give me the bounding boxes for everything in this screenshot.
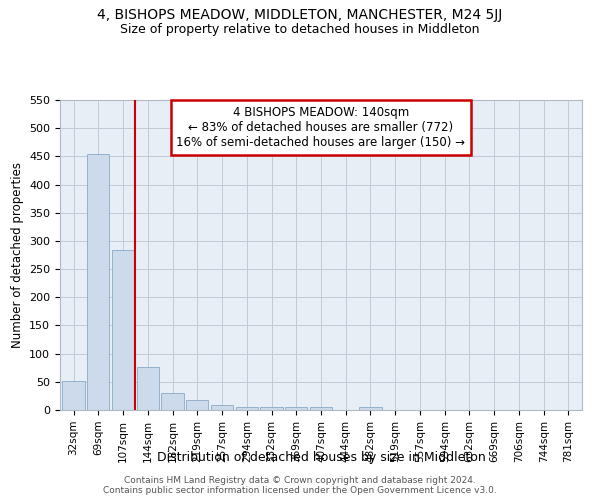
Text: 4, BISHOPS MEADOW, MIDDLETON, MANCHESTER, M24 5JJ: 4, BISHOPS MEADOW, MIDDLETON, MANCHESTER… [97, 8, 503, 22]
Bar [359, 407, 382, 410]
Bar [161, 393, 184, 410]
Text: Distribution of detached houses by size in Middleton: Distribution of detached houses by size … [157, 451, 485, 464]
Bar [260, 406, 283, 410]
Text: Contains public sector information licensed under the Open Government Licence v3: Contains public sector information licen… [103, 486, 497, 495]
Bar [310, 407, 332, 410]
Text: 4 BISHOPS MEADOW: 140sqm
← 83% of detached houses are smaller (772)
16% of semi-: 4 BISHOPS MEADOW: 140sqm ← 83% of detach… [176, 106, 466, 149]
Text: Contains HM Land Registry data © Crown copyright and database right 2024.: Contains HM Land Registry data © Crown c… [124, 476, 476, 485]
Bar [236, 407, 258, 410]
Bar [186, 400, 208, 410]
Bar [87, 154, 109, 410]
Bar [62, 380, 85, 410]
Bar [137, 366, 159, 410]
Bar [285, 407, 307, 410]
Text: Size of property relative to detached houses in Middleton: Size of property relative to detached ho… [120, 22, 480, 36]
Bar [112, 250, 134, 410]
Y-axis label: Number of detached properties: Number of detached properties [11, 162, 23, 348]
Bar [211, 405, 233, 410]
